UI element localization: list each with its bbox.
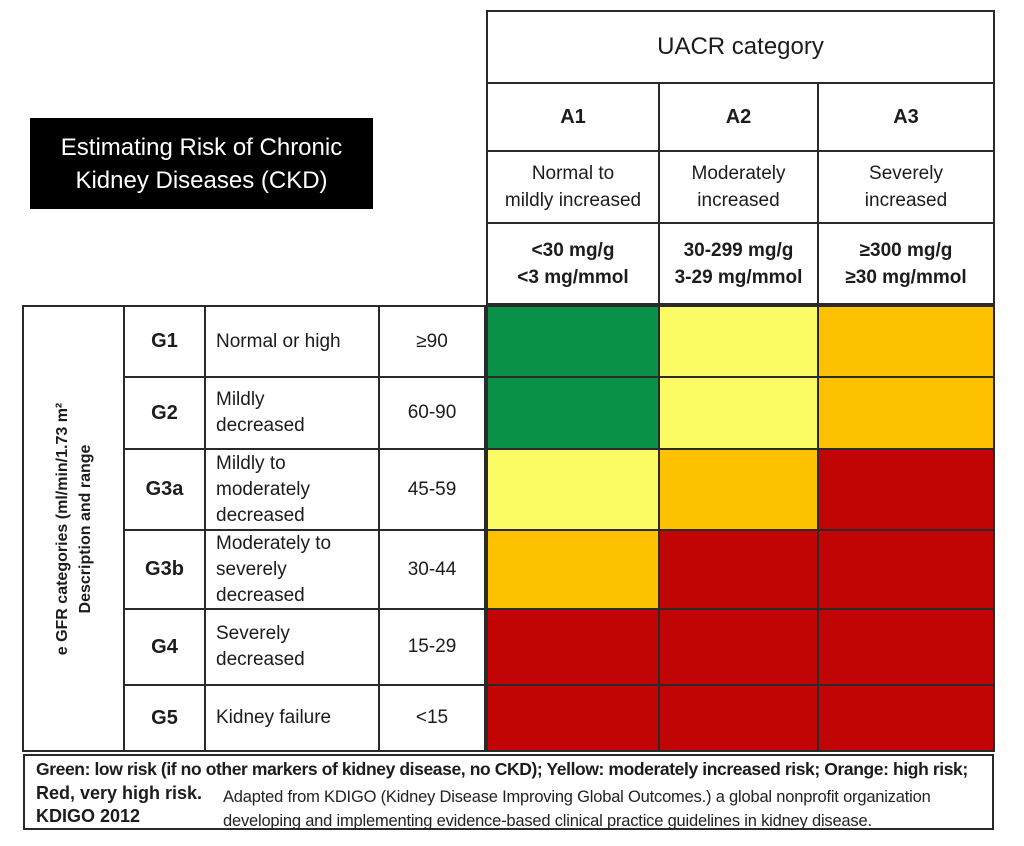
gfr-desc-g5: Kidney failure	[206, 686, 378, 750]
uacr-desc-a2: Moderately increased	[660, 152, 817, 222]
uacr-header-table: UACR category A1 A2 A3 Normal to mildly …	[486, 10, 995, 305]
risk-cell-G4-A1	[488, 610, 658, 684]
risk-cell-G1-A3	[819, 307, 993, 376]
gfr-axis-cell: e GFR categories (ml/min/1.73 m² Descrip…	[24, 307, 123, 750]
gfr-desc-g3b: Moderately to severely decreased	[206, 531, 378, 608]
risk-cell-G1-A1	[488, 307, 658, 376]
gfr-code-g3b: G3b	[125, 531, 204, 608]
gfr-range-g1: ≥90	[380, 307, 484, 376]
uacr-range-a3: ≥300 mg/g ≥30 mg/mmol	[819, 224, 993, 303]
figure-title: Estimating Risk of Chronic Kidney Diseas…	[30, 118, 373, 209]
risk-matrix	[486, 305, 995, 752]
risk-cell-G3a-A3	[819, 450, 993, 529]
risk-cell-G2-A2	[660, 378, 817, 448]
gfr-desc-g1: Normal or high	[206, 307, 378, 376]
risk-cell-G5-A1	[488, 686, 658, 750]
gfr-range-g4: 15-29	[380, 610, 484, 684]
gfr-range-g2: 60-90	[380, 378, 484, 448]
gfr-code-g3a: G3a	[125, 450, 204, 529]
legend-red-key: Red, very high risk.	[36, 783, 203, 803]
uacr-range-a1: <30 mg/g <3 mg/mmol	[488, 224, 658, 303]
uacr-code-a3: A3	[819, 84, 993, 150]
risk-cell-G3a-A2	[660, 450, 817, 529]
risk-cell-G2-A1	[488, 378, 658, 448]
gfr-range-g3a: 45-59	[380, 450, 484, 529]
uacr-code-a2: A2	[660, 84, 817, 150]
gfr-desc-g2: Mildly decreased	[206, 378, 378, 448]
risk-cell-G5-A2	[660, 686, 817, 750]
gfr-table: e GFR categories (ml/min/1.73 m² Descrip…	[22, 305, 486, 752]
uacr-code-a1: A1	[488, 84, 658, 150]
risk-cell-G3b-A2	[660, 531, 817, 608]
legend-box: Green: low risk (if no other markers of …	[23, 754, 994, 830]
uacr-category-header: UACR category	[488, 12, 993, 82]
legend-source: KDIGO 2012	[36, 806, 141, 826]
gfr-code-g1: G1	[125, 307, 204, 376]
gfr-code-g2: G2	[125, 378, 204, 448]
legend-attribution: Adapted from KDIGO (Kidney Disease Impro…	[223, 788, 931, 830]
risk-cell-G3b-A1	[488, 531, 658, 608]
risk-cell-G3a-A1	[488, 450, 658, 529]
gfr-desc-g4: Severely decreased	[206, 610, 378, 684]
risk-cell-G4-A2	[660, 610, 817, 684]
risk-cell-G5-A3	[819, 686, 993, 750]
gfr-code-g5: G5	[125, 686, 204, 750]
legend-risk-key: Green: low risk (if no other markers of …	[36, 759, 968, 779]
risk-cell-G4-A3	[819, 610, 993, 684]
uacr-desc-a3: Severely increased	[819, 152, 993, 222]
uacr-desc-a1: Normal to mildly increased	[488, 152, 658, 222]
risk-cell-G1-A2	[660, 307, 817, 376]
risk-cell-G3b-A3	[819, 531, 993, 608]
gfr-range-g3b: 30-44	[380, 531, 484, 608]
gfr-axis-label: e GFR categories (ml/min/1.73 m² Descrip…	[53, 402, 94, 655]
gfr-range-g5: <15	[380, 686, 484, 750]
gfr-code-g4: G4	[125, 610, 204, 684]
uacr-range-a2: 30-299 mg/g 3-29 mg/mmol	[660, 224, 817, 303]
gfr-desc-g3a: Mildly to moderately decreased	[206, 450, 378, 529]
risk-cell-G2-A3	[819, 378, 993, 448]
